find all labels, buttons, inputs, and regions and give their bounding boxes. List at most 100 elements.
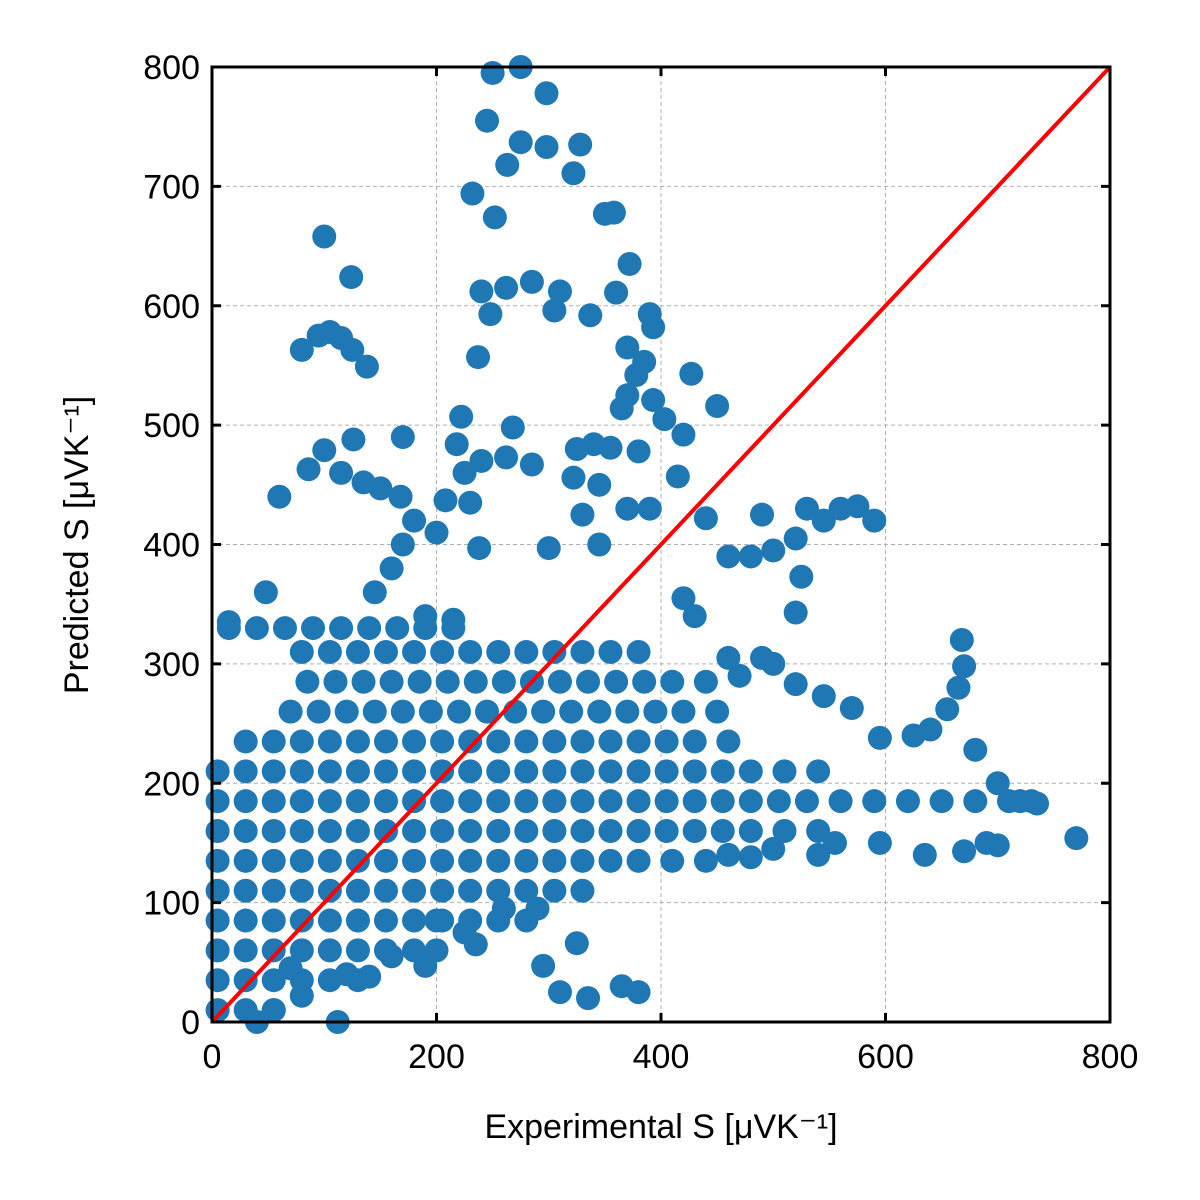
point [289, 983, 314, 1008]
point [233, 789, 258, 814]
point [671, 586, 696, 611]
point [289, 819, 314, 843]
point [750, 502, 775, 527]
point [379, 556, 404, 581]
point [379, 944, 404, 969]
point [587, 699, 612, 724]
point [783, 526, 808, 551]
point [806, 759, 831, 784]
point [289, 878, 314, 903]
point [430, 848, 455, 873]
point [494, 275, 519, 300]
point [542, 729, 567, 754]
point [772, 759, 797, 784]
point [654, 789, 679, 814]
point [402, 729, 427, 754]
point [626, 789, 651, 814]
point [233, 848, 258, 873]
point [233, 938, 258, 963]
point [486, 848, 511, 873]
point [716, 645, 741, 670]
point [491, 669, 516, 694]
point [362, 699, 387, 724]
point [463, 932, 488, 957]
y-tick-label: 500 [143, 407, 200, 445]
point [929, 789, 954, 814]
point [444, 432, 469, 457]
point [261, 848, 286, 873]
point [357, 616, 382, 641]
point [598, 848, 623, 873]
point [446, 699, 471, 724]
point [261, 819, 286, 843]
point [373, 729, 398, 754]
point [452, 460, 477, 485]
point [430, 789, 455, 814]
point [261, 908, 286, 933]
point [430, 639, 455, 664]
point [329, 616, 354, 641]
point [963, 737, 988, 762]
point [867, 830, 892, 855]
point [761, 836, 786, 861]
point [895, 789, 920, 814]
point [525, 896, 550, 921]
x-tick-label: 0 [203, 1038, 222, 1076]
point [738, 544, 763, 569]
point [789, 564, 814, 589]
point [205, 968, 230, 993]
point [766, 789, 791, 814]
point [772, 819, 797, 843]
point [626, 439, 651, 464]
point [441, 607, 466, 632]
point [244, 616, 269, 641]
point [626, 819, 651, 843]
point [289, 908, 314, 933]
point [354, 354, 379, 379]
point [296, 457, 321, 482]
point [278, 956, 303, 981]
point [486, 759, 511, 784]
point [542, 819, 567, 843]
point [317, 848, 342, 873]
x-tick-label: 200 [408, 1038, 465, 1076]
point [705, 394, 730, 419]
point [480, 60, 505, 85]
point [345, 789, 370, 814]
point [660, 669, 685, 694]
point [469, 279, 494, 304]
point [334, 699, 359, 724]
point [458, 639, 483, 664]
point [542, 759, 567, 784]
point [609, 396, 634, 421]
point [495, 152, 520, 177]
point [598, 729, 623, 754]
point [671, 699, 696, 724]
point [542, 878, 567, 903]
point [402, 508, 427, 533]
point [205, 878, 230, 903]
point [604, 280, 629, 305]
point [570, 502, 595, 527]
point [710, 819, 735, 843]
point [357, 964, 382, 989]
point [289, 759, 314, 784]
point [519, 269, 544, 294]
point [624, 362, 649, 387]
point [345, 908, 370, 933]
point [643, 699, 668, 724]
point [514, 848, 539, 873]
point [794, 496, 819, 521]
point [542, 789, 567, 814]
point [761, 538, 786, 563]
point [458, 819, 483, 843]
point [261, 878, 286, 903]
point [373, 848, 398, 873]
point [514, 639, 539, 664]
point [985, 771, 1010, 796]
point [654, 819, 679, 843]
point [570, 759, 595, 784]
point [261, 938, 286, 963]
point [362, 580, 387, 605]
point [261, 968, 286, 993]
